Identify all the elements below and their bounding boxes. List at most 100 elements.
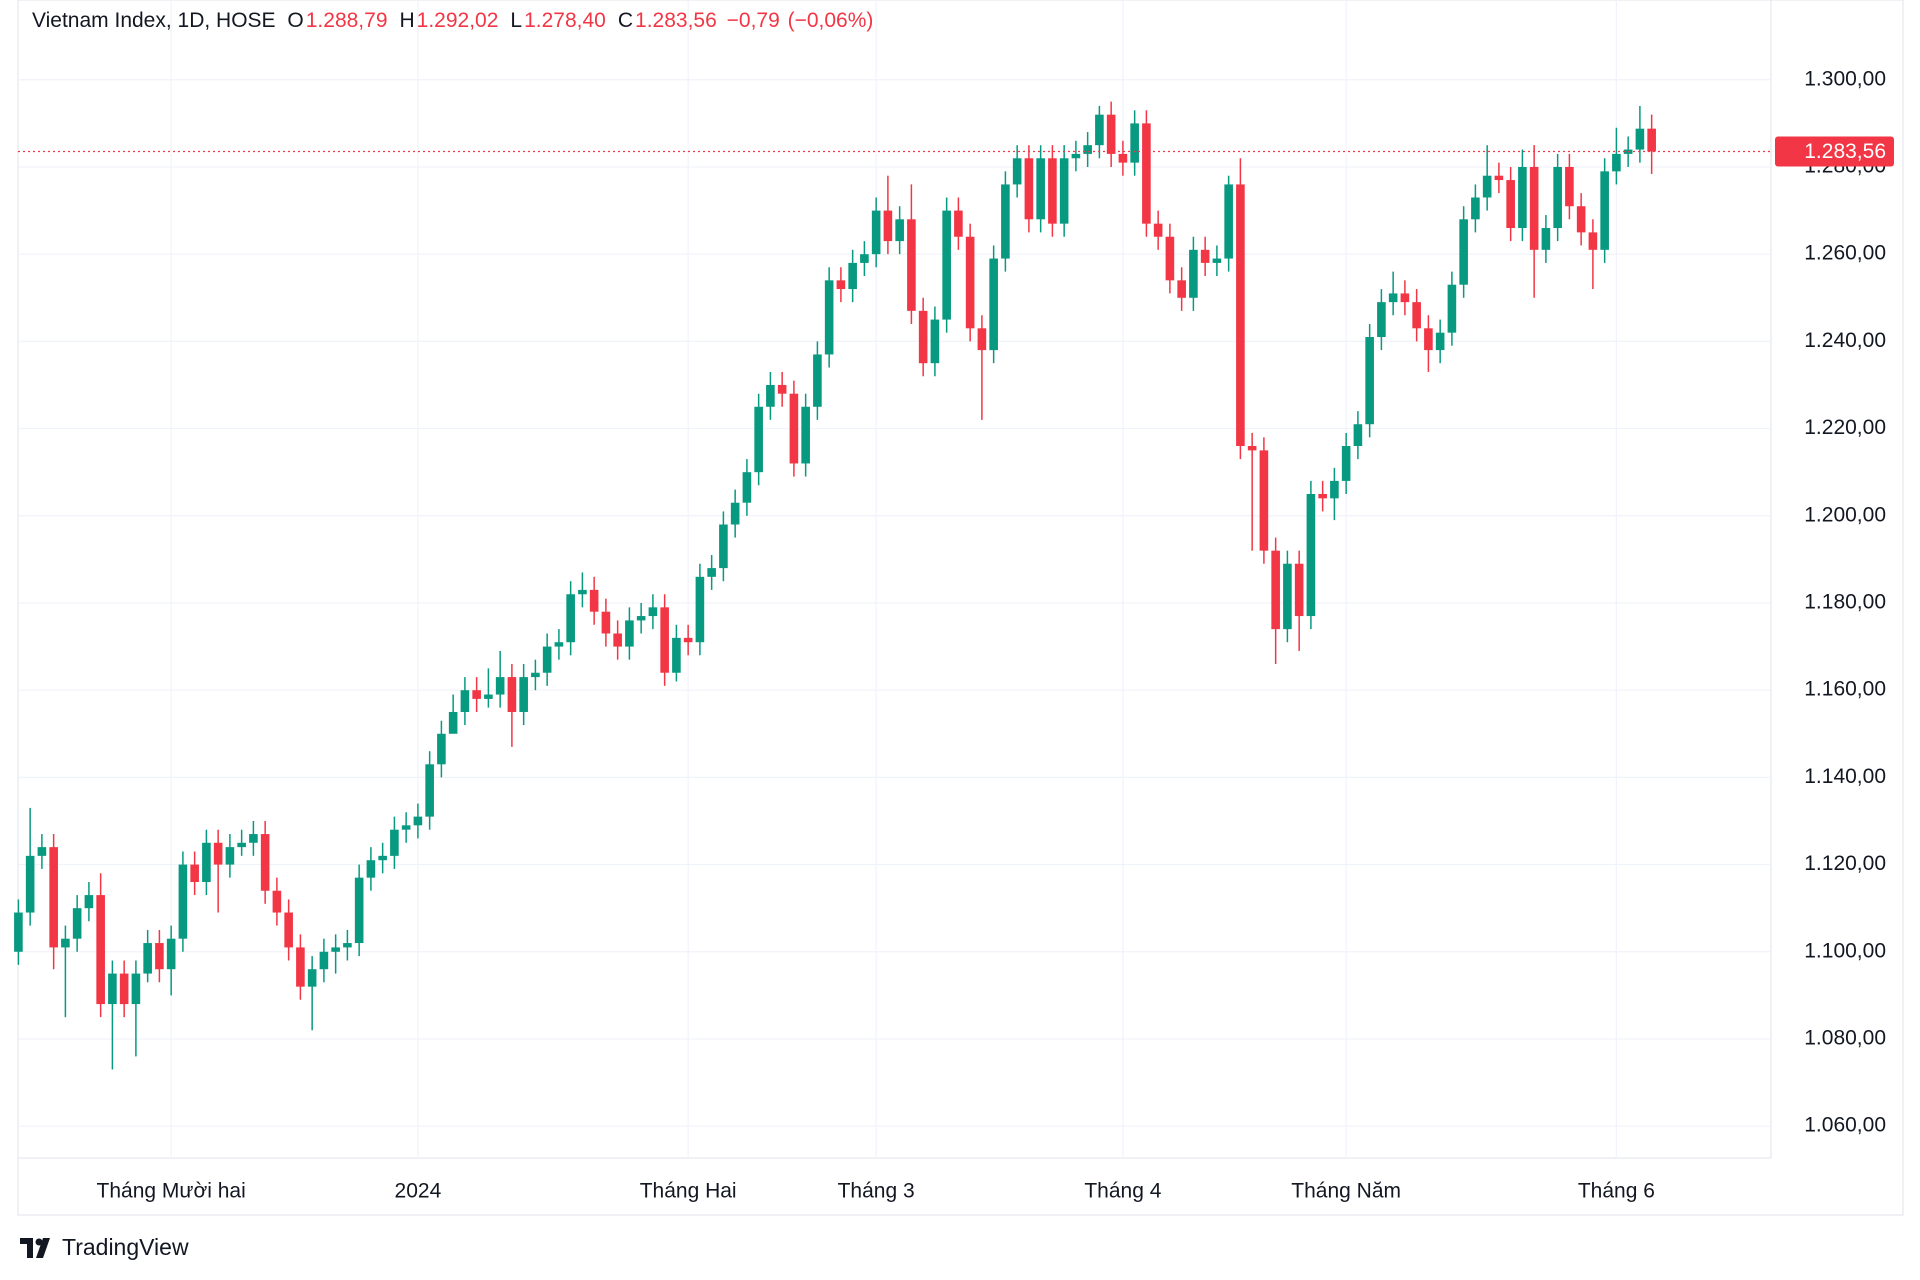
- candle-body: [1565, 166, 1574, 207]
- candle-body: [119, 973, 129, 1005]
- candle-body: [1400, 293, 1410, 303]
- candle-body: [613, 633, 622, 647]
- candle-body: [178, 864, 188, 939]
- change: −0,79: [726, 9, 780, 32]
- candle-body: [213, 842, 223, 865]
- candle-body: [719, 524, 728, 569]
- y-tick-label: 1.100,00: [1804, 939, 1886, 962]
- candle-body: [1153, 223, 1163, 237]
- candle-body: [1412, 302, 1421, 329]
- candle-body: [519, 677, 528, 712]
- candle-body: [695, 576, 705, 643]
- candle-body: [319, 951, 329, 970]
- candle-body: [155, 943, 164, 970]
- candle-body: [954, 210, 963, 237]
- candle-body: [495, 677, 505, 695]
- candle-body: [1576, 206, 1586, 233]
- x-tick-label: 2024: [395, 1180, 442, 1203]
- candle-body: [108, 973, 117, 1005]
- ohlc-value: 1.292,02: [416, 9, 499, 32]
- candle-body: [1318, 493, 1327, 499]
- candle-body: [1459, 219, 1468, 285]
- candle-body: [660, 607, 669, 673]
- candle-body: [507, 677, 517, 712]
- candle-body: [672, 637, 681, 673]
- candle-body: [918, 310, 928, 364]
- candle-body: [1212, 258, 1222, 263]
- candle-body: [472, 690, 481, 699]
- candle-body: [1012, 158, 1022, 185]
- candle-body: [1001, 184, 1010, 259]
- candle-body: [848, 262, 857, 290]
- candle-body: [1600, 171, 1609, 250]
- candle-body: [72, 908, 82, 939]
- candle-body: [249, 834, 258, 843]
- ohlc-value: 1.288,79: [305, 9, 388, 32]
- candle-body: [965, 236, 975, 329]
- symbol-title: Vietnam Index, 1D, HOSE: [32, 9, 276, 32]
- candle-body: [437, 733, 446, 765]
- candle-body: [202, 842, 211, 883]
- candle-body: [237, 842, 246, 848]
- candle-body: [836, 280, 846, 290]
- candle-body: [789, 393, 799, 464]
- candle-body: [84, 895, 94, 909]
- candle-body: [531, 672, 540, 678]
- candle-body: [601, 611, 611, 634]
- brand: TradingView: [20, 1234, 189, 1261]
- candle-body: [1283, 563, 1292, 630]
- y-tick-label: 1.180,00: [1804, 591, 1886, 614]
- x-tick-label: Tháng Năm: [1291, 1180, 1401, 1203]
- y-tick-label: 1.120,00: [1804, 852, 1886, 875]
- x-tick-label: Tháng 6: [1578, 1180, 1655, 1203]
- candle-body: [366, 860, 376, 878]
- candle-body: [1024, 158, 1034, 220]
- candle-body: [578, 589, 587, 595]
- candle-body: [1435, 332, 1445, 351]
- candle-body: [331, 947, 340, 952]
- x-tick-label: Tháng 3: [838, 1180, 915, 1203]
- candle-body: [860, 254, 869, 263]
- legend: Vietnam Index, 1D, HOSE O1.288,79 H1.292,…: [32, 9, 875, 33]
- candle-body: [1388, 293, 1398, 303]
- candle-body: [448, 711, 458, 734]
- x-tick-label: Tháng Mười hai: [97, 1180, 246, 1203]
- ohlc-key: O: [287, 9, 304, 32]
- candle-body: [1424, 328, 1433, 351]
- candle-body: [14, 912, 23, 952]
- candle-body: [1236, 184, 1245, 447]
- candle-body: [378, 855, 387, 861]
- candle-body: [460, 690, 470, 712]
- y-tick-label: 1.240,00: [1804, 329, 1886, 352]
- candle-body: [225, 847, 235, 865]
- y-tick-label: 1.140,00: [1804, 765, 1886, 788]
- candle-body: [801, 406, 810, 464]
- candle-body: [1036, 158, 1045, 220]
- candle-body: [484, 694, 493, 699]
- candle-body: [1247, 446, 1257, 451]
- candle-body: [37, 847, 47, 856]
- candle-body: [425, 764, 434, 817]
- y-tick-label: 1.160,00: [1804, 678, 1886, 701]
- candle-body: [1130, 123, 1139, 163]
- y-tick-label: 1.260,00: [1804, 242, 1886, 265]
- chart-frame: [17, 0, 1904, 1216]
- candle-body: [1482, 175, 1492, 198]
- candle-body: [1529, 166, 1539, 250]
- candle-body: [1189, 249, 1198, 298]
- candle-body: [1518, 166, 1527, 229]
- change-percent: (−0,06%): [787, 9, 874, 32]
- candle-body: [1165, 236, 1175, 281]
- ohlc-key: L: [510, 9, 523, 32]
- candle-body: [1471, 197, 1480, 220]
- ohlc-values: O1.288,79 H1.292,02 L1.278,40 C1.283,56: [283, 9, 718, 32]
- candle-body: [354, 877, 364, 944]
- candle-body: [131, 973, 141, 1005]
- candle-body: [61, 938, 70, 948]
- ohlc-key: C: [617, 9, 634, 32]
- candle-body: [589, 589, 599, 612]
- candle-body: [1647, 128, 1656, 152]
- candle-body: [730, 502, 740, 525]
- y-tick-label: 1.080,00: [1804, 1027, 1886, 1050]
